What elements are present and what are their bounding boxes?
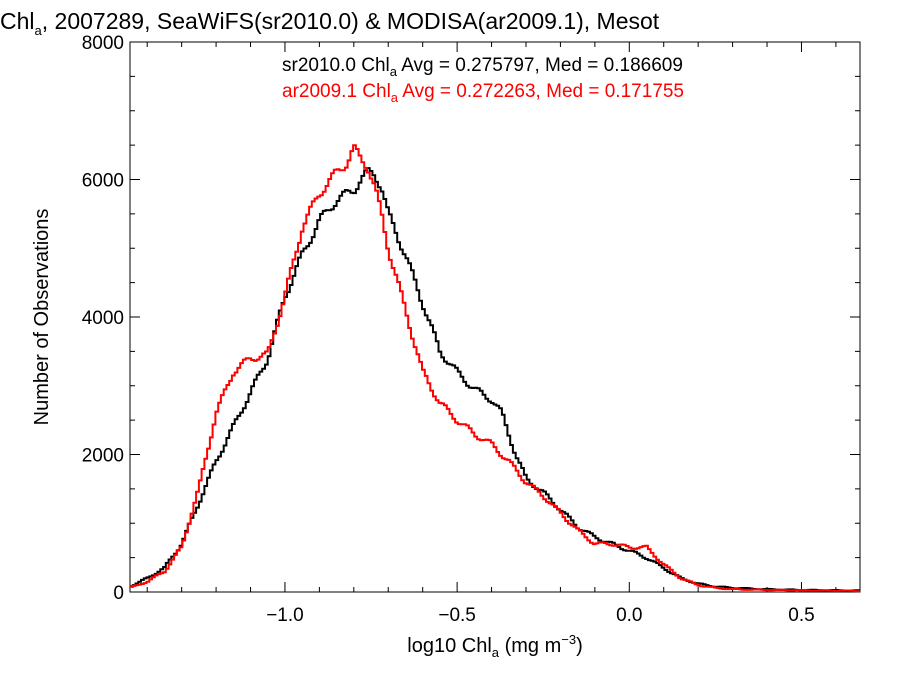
- y-axis-ticks: 0 2000 4000 6000 8000: [82, 33, 860, 604]
- x-tick-label: 0.5: [788, 605, 814, 626]
- legend-entry-1: sr2010.0 Chla Avg = 0.275797, Med = 0.18…: [282, 55, 683, 79]
- x-axis-ticks: −1.0 −0.5 0.0 0.5: [146, 42, 837, 626]
- legend-entry-2: ar2009.1 Chla Avg = 0.272263, Med = 0.17…: [282, 81, 684, 105]
- series-line-1: [130, 167, 860, 592]
- x-tick-label: 0.0: [616, 605, 642, 626]
- chart-title-pre: Chl: [0, 8, 35, 34]
- legend: sr2010.0 Chla Avg = 0.275797, Med = 0.18…: [282, 55, 684, 105]
- y-tick-label: 0: [113, 583, 124, 604]
- y-axis-label: Number of Observations: [31, 209, 53, 426]
- chart-title: Chla, 2007289, SeaWiFS(sr2010.0) & MODIS…: [0, 8, 660, 38]
- series-layer: [130, 144, 860, 593]
- plot-frame: [129, 41, 861, 593]
- chart-title-sub: a: [35, 23, 43, 38]
- x-tick-label: −0.5: [438, 605, 476, 626]
- y-tick-label: 4000: [82, 308, 124, 329]
- y-tick-label: 2000: [82, 446, 124, 467]
- y-tick-label: 8000: [82, 33, 124, 54]
- x-axis-label: log10 Chla (mg m−3): [407, 632, 582, 660]
- chart-title-post: , 2007289, SeaWiFS(sr2010.0) & MODISA(ar…: [42, 8, 660, 34]
- series-line-2: [130, 144, 860, 593]
- y-tick-label: 6000: [82, 171, 124, 192]
- x-tick-label: −1.0: [266, 605, 304, 626]
